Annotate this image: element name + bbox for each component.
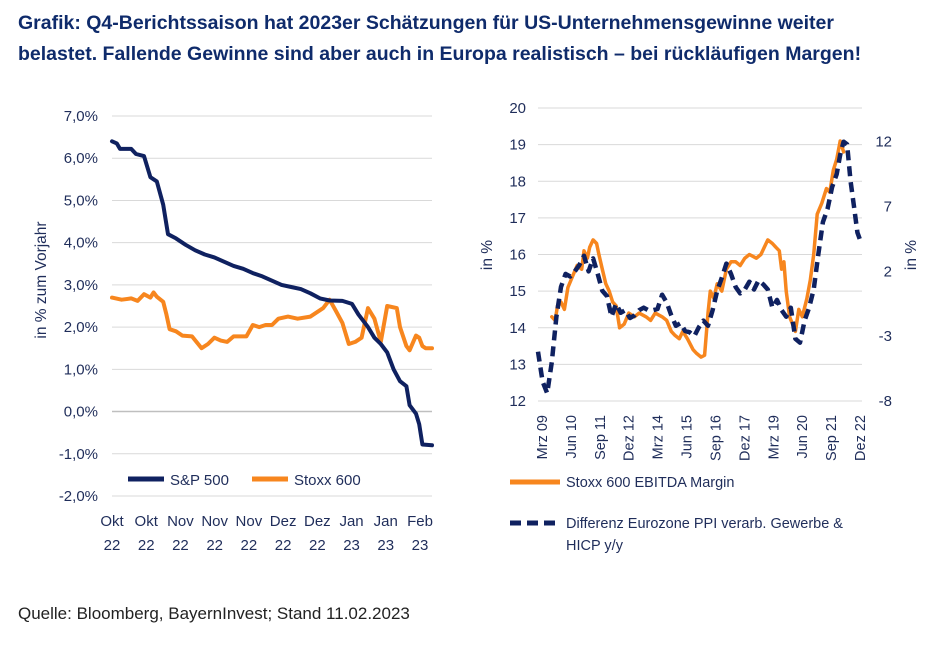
right-left-y-tick-label: 17: [509, 210, 526, 227]
right-right-y-tick-label: 12: [875, 134, 892, 151]
left-series-line-stoxx-600: [110, 290, 434, 353]
right-left-y-tick-label: 12: [509, 393, 526, 410]
right-right-y-tick-label: 2: [884, 263, 892, 280]
left-x-tick-label-year: 23: [377, 537, 394, 554]
legend-label-ppi-hicp-line2: HICP y/y: [566, 538, 624, 554]
left-x-tick-label: Okt: [100, 513, 124, 530]
left-x-tick-label-year: 22: [104, 537, 121, 554]
right-x-tick-label: Mrz 09: [535, 415, 551, 459]
source-note: Quelle: Bloomberg, BayernInvest; Stand 1…: [18, 604, 410, 623]
left-chart-x-ticks: Okt 22 Okt 22 Nov 22 Nov 22 Nov 22 Dez 22 Dez 22 Jan 23…: [100, 513, 433, 554]
right-chart: 12 13 14 15 16 17 18 19 20 -8 -3 2 7 12 Mrz 09 Jun 10…: [479, 100, 920, 554]
right-chart-legend: Stoxx 600 EBITDA Margin Differenz Eurozo…: [510, 475, 843, 554]
left-x-tick-label-year: 23: [343, 537, 360, 554]
left-x-tick-label: Nov: [167, 513, 194, 530]
left-x-tick-label-year: 22: [206, 537, 223, 554]
left-series-line-s-p-500: [110, 139, 434, 448]
left-y-tick-label: 1,0%: [64, 361, 98, 378]
right-x-tick-label: Sep 21: [824, 415, 840, 461]
right-chart-right-axis-label: in %: [903, 240, 920, 270]
right-left-y-tick-label: 15: [509, 283, 526, 300]
left-x-tick-label: Nov: [236, 513, 263, 530]
right-chart-right-y-ticks: -8 -3 2 7 12: [875, 134, 892, 410]
left-y-tick-label: 0,0%: [64, 404, 98, 421]
right-x-tick-label: Mrz 14: [651, 415, 667, 459]
right-x-tick-label: Sep 16: [708, 415, 724, 461]
left-x-tick-label-year: 22: [275, 537, 292, 554]
right-left-y-tick-label: 16: [509, 247, 526, 264]
left-x-tick-label-year: 23: [412, 537, 429, 554]
right-chart-left-axis-label: in %: [479, 240, 496, 270]
left-y-tick-label: 4,0%: [64, 235, 98, 252]
right-chart-grid: [538, 107, 862, 402]
legend-label-ppi-hicp-line1: Differenz Eurozone PPI verarb. Gewerbe &: [566, 516, 843, 532]
right-left-y-tick-label: 18: [509, 173, 526, 190]
left-y-tick-label: 2,0%: [64, 319, 98, 336]
title-line-2: belastet. Fallende Gewinne sind aber auc…: [18, 43, 862, 65]
left-chart-grid: [112, 115, 432, 497]
left-x-tick-label-year: 22: [172, 537, 189, 554]
left-x-tick-label: Feb: [407, 513, 433, 530]
left-y-tick-label: 7,0%: [64, 108, 98, 125]
right-x-tick-label: Sep 11: [593, 415, 609, 460]
left-x-tick-label: Jan: [374, 513, 398, 530]
right-chart-x-ticks: Mrz 09 Jun 10 Sep 11 Dez 12 Mrz 14 Jun 15 Sep …: [535, 415, 869, 461]
right-x-tick-label: Jun 20: [795, 415, 811, 459]
right-x-tick-label: Jun 10: [564, 415, 580, 459]
left-x-tick-label: Nov: [201, 513, 228, 530]
left-y-tick-label: 6,0%: [64, 150, 98, 167]
right-right-y-tick-label: -3: [879, 328, 892, 345]
legend-label-sp500: S&P 500: [170, 472, 229, 489]
right-series-line-ebitda-margin: [550, 139, 846, 359]
left-x-tick-label-year: 22: [138, 537, 155, 554]
right-right-y-tick-label: 7: [884, 199, 892, 216]
right-x-tick-label: Dez 12: [622, 415, 638, 461]
left-x-tick-label-year: 22: [241, 537, 258, 554]
left-x-tick-label: Dez: [304, 513, 331, 530]
right-chart-series: [535, 139, 862, 396]
left-y-tick-label: 3,0%: [64, 277, 98, 294]
left-x-tick-label: Dez: [270, 513, 297, 530]
legend-label-stoxx600: Stoxx 600: [294, 472, 361, 489]
right-right-y-tick-label: -8: [879, 393, 892, 410]
left-chart: -2,0% -1,0% 0,0% 1,0% 2,0% 3,0% 4,0% 5,0% 6,0% 7,…: [33, 108, 434, 554]
legend-label-ebitda-margin: Stoxx 600 EBITDA Margin: [566, 475, 734, 491]
page-title: Grafik: Q4-Berichtssaison hat 2023er Sch…: [18, 8, 938, 70]
left-chart-series: [110, 139, 434, 448]
right-left-y-tick-label: 20: [509, 100, 526, 117]
left-x-tick-label: Jan: [339, 513, 363, 530]
left-chart-y-axis-label: in % zum Vorjahr: [33, 221, 50, 338]
left-y-tick-label: 5,0%: [64, 192, 98, 209]
left-chart-y-ticks: -2,0% -1,0% 0,0% 1,0% 2,0% 3,0% 4,0% 5,0% 6,0% 7,…: [59, 108, 98, 505]
right-x-tick-label: Jun 15: [680, 415, 696, 459]
right-left-y-tick-label: 14: [509, 320, 526, 337]
right-left-y-tick-label: 13: [509, 356, 526, 373]
left-x-tick-label: Okt: [135, 513, 159, 530]
right-x-tick-label: Mrz 19: [766, 415, 782, 459]
right-chart-left-y-ticks: 12 13 14 15 16 17 18 19 20: [509, 100, 526, 410]
right-x-tick-label: Dez 22: [853, 415, 869, 461]
left-y-tick-label: -2,0%: [59, 488, 98, 505]
right-x-tick-label: Dez 17: [737, 415, 753, 461]
left-y-tick-label: -1,0%: [59, 446, 98, 463]
left-x-tick-label-year: 22: [309, 537, 326, 554]
right-left-y-tick-label: 19: [509, 137, 526, 154]
right-series-line-ppi-hicp: [535, 139, 862, 396]
left-chart-legend: S&P 500 Stoxx 600: [128, 472, 361, 489]
title-line-1: Grafik: Q4-Berichtssaison hat 2023er Sch…: [18, 12, 834, 34]
